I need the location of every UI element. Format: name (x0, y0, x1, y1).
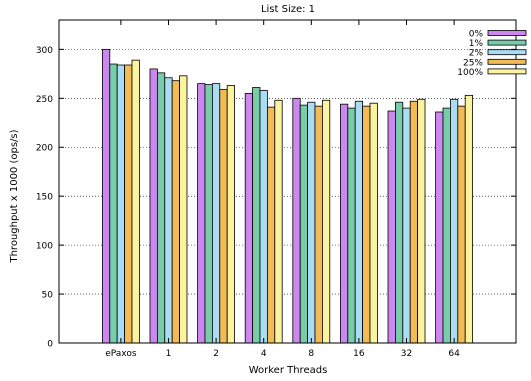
bar (322, 99, 331, 344)
bar (259, 90, 268, 344)
bar (354, 100, 364, 344)
bar (219, 89, 228, 344)
bar (171, 80, 180, 344)
bar (402, 107, 411, 344)
legend-swatch (487, 30, 527, 36)
bar (299, 104, 309, 344)
bar (131, 59, 140, 344)
bar (116, 64, 125, 344)
y-tick-label: 100 (36, 242, 53, 252)
bar (347, 107, 356, 344)
y-axis-label: Throughput x 1000 (ops/s) (9, 129, 20, 263)
x-tick-label: 2 (213, 349, 219, 359)
legend-label: 0% (469, 30, 484, 40)
legend-swatch (487, 68, 527, 75)
bar (204, 84, 213, 344)
bar (435, 111, 444, 344)
y-tick-label: 150 (36, 193, 53, 203)
y-tick-label: 250 (36, 95, 53, 105)
x-axis-label: Worker Threads (249, 365, 328, 376)
y-tick-label: 0 (47, 340, 53, 350)
chart-title: List Size: 1 (261, 4, 315, 15)
x-tick-label: ePaxos (105, 349, 137, 359)
bar (149, 68, 158, 344)
y-tick-label: 200 (36, 144, 53, 154)
bar (252, 87, 261, 344)
bar (387, 110, 396, 344)
bar (101, 48, 111, 344)
axis-ticks: 0 50 100 150 200 250 300 ePaxos 1 2 4 8 16 32 64 (36, 20, 516, 359)
bar (156, 72, 166, 344)
bar (395, 101, 404, 344)
legend-swatch (487, 58, 527, 65)
bar (457, 105, 466, 344)
bar (124, 64, 133, 344)
x-tick-label: 8 (308, 349, 314, 359)
bar (266, 106, 276, 344)
bar (274, 99, 283, 344)
legend-label: 25% (463, 58, 483, 68)
bar (464, 94, 474, 344)
x-tick-label: 4 (261, 349, 267, 359)
bar (197, 83, 206, 344)
bar (164, 77, 173, 344)
bar (292, 97, 301, 344)
legend-swatch (487, 39, 527, 46)
bar (442, 107, 451, 344)
bar (409, 100, 419, 344)
y-tick-label: 300 (36, 46, 53, 56)
legend-label: 100% (457, 68, 483, 78)
bar (340, 103, 349, 344)
bar (417, 98, 426, 344)
bar (226, 85, 235, 344)
x-tick-label: 16 (353, 349, 365, 359)
x-tick-label: 32 (401, 349, 412, 359)
legend: 0%1%2%25%100% (457, 30, 527, 78)
bars (101, 48, 474, 344)
bar (450, 98, 459, 344)
plot-frame (58, 19, 517, 344)
grid-lines (59, 49, 516, 295)
bar (307, 101, 316, 344)
legend-label: 1% (469, 39, 484, 49)
x-tick-label: 1 (166, 349, 172, 359)
bar (314, 105, 323, 344)
bar (211, 83, 221, 344)
bar (109, 63, 118, 344)
bar (244, 93, 253, 344)
bar (179, 75, 188, 344)
y-tick-label: 50 (42, 291, 54, 301)
x-tick-label: 64 (448, 349, 460, 359)
bar (369, 102, 378, 344)
bar (362, 105, 371, 344)
legend-label: 2% (469, 49, 484, 59)
legend-swatch (487, 49, 527, 56)
